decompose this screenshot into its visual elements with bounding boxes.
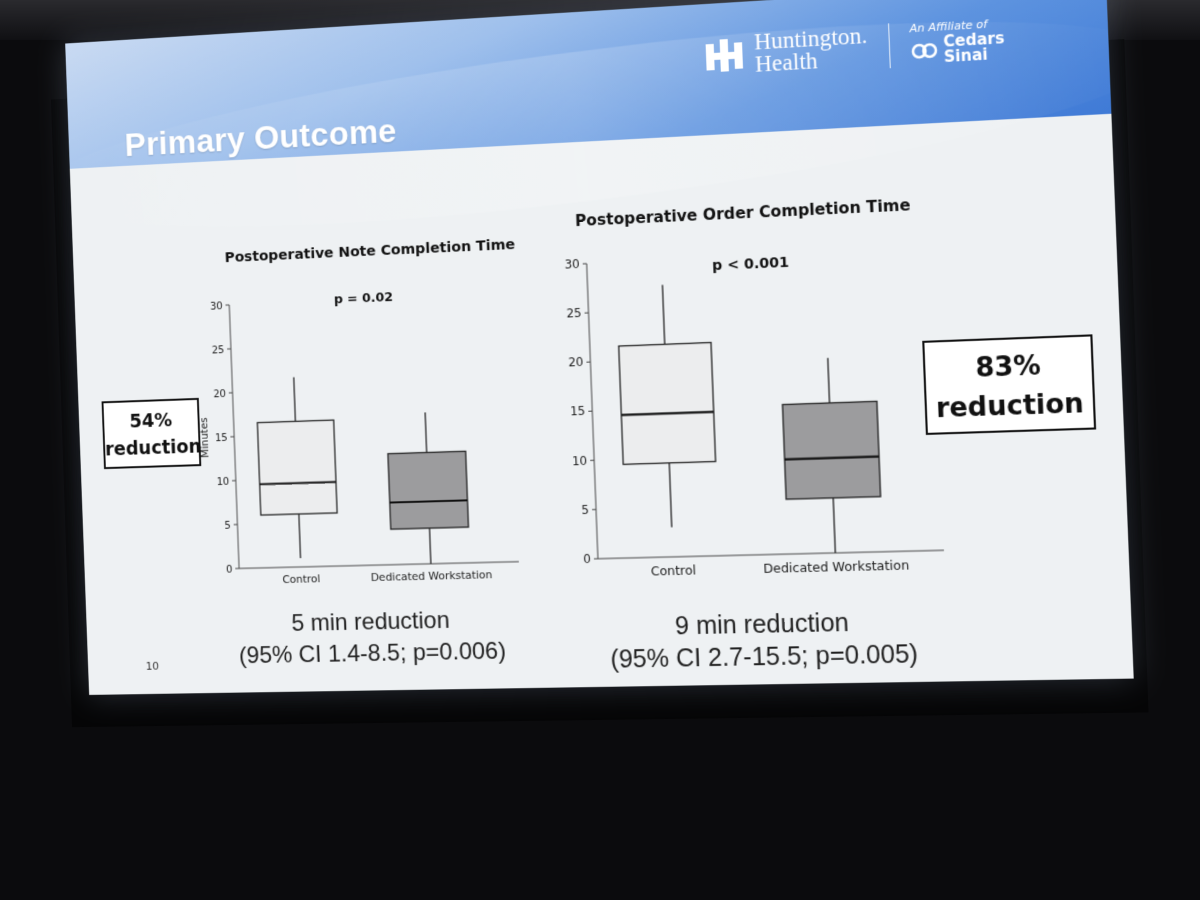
y-tick-label: 0: [583, 552, 591, 566]
y-axis-label: Minutes: [198, 417, 211, 458]
box-iqr: [388, 451, 469, 529]
presentation-slide: Primary Outcome Huntington. Health An Af…: [65, 0, 1134, 695]
y-tick-label: 20: [568, 355, 584, 370]
caption-left-line2: (95% CI 1.4-8.5; p=0.006): [238, 637, 507, 670]
y-tick-label: 20: [213, 388, 226, 400]
y-tick-label: 5: [224, 520, 231, 532]
x-category-label: Control: [282, 573, 320, 587]
whisker-lower: [669, 463, 671, 527]
whisker-lower: [833, 498, 835, 553]
y-tick-label: 5: [581, 502, 589, 517]
caption-right-line2: (95% CI 2.7-15.5; p=0.005): [610, 639, 919, 674]
page-number: 10: [145, 659, 160, 673]
y-tick-label: 30: [210, 300, 223, 312]
callout-left-pct: 54%: [129, 409, 173, 433]
cedars-sinai-logo-icon: [910, 40, 938, 62]
whisker-upper: [294, 377, 296, 421]
callout-right: 83% reduction: [922, 334, 1097, 435]
y-tick-label: 10: [216, 476, 229, 488]
caption-right: 9 min reduction (95% CI 2.7-15.5; p=0.00…: [590, 605, 938, 676]
x-axis-line: [239, 562, 519, 569]
organization-logo: Huntington. Health An Affiliate of Cedar…: [703, 16, 1005, 78]
box-iqr: [782, 401, 880, 499]
y-tick-label: 15: [215, 432, 228, 444]
y-tick-label: 10: [572, 453, 588, 468]
order-completion-boxplot: 0 5 10 15 20 25 30 Control Dedicated Workstation: [564, 257, 976, 579]
whisker-lower: [299, 514, 301, 558]
y-tick-label: 0: [226, 564, 233, 576]
box-iqr: [257, 420, 337, 515]
chart-title-note: Postoperative Note Completion Time: [224, 236, 516, 267]
note-completion-boxplot: 0 5 10 15 20 25 30 Minutes Control Dedicated Work…: [198, 300, 544, 587]
y-tick-label: 15: [570, 404, 586, 419]
x-category-label: Dedicated Workstation: [371, 569, 493, 585]
y-tick-label: 30: [564, 257, 580, 272]
whisker-upper: [828, 358, 830, 403]
huntington-logo-icon: [705, 39, 744, 72]
x-category-label: Control: [651, 563, 697, 578]
chart-title-order: Postoperative Order Completion Time: [574, 196, 911, 231]
callout-right-text: reduction: [935, 388, 1085, 425]
callout-left-text: reduction: [104, 435, 202, 461]
logo-divider: [887, 23, 891, 69]
whisker-upper: [425, 412, 427, 452]
callout-left: 54% reduction: [101, 397, 202, 470]
whisker-lower: [430, 528, 431, 564]
y-tick-label: 25: [566, 306, 582, 321]
box-iqr: [619, 342, 716, 464]
y-tick-label: 25: [212, 344, 225, 356]
whisker-upper: [662, 285, 664, 344]
x-category-label: Dedicated Workstation: [763, 558, 910, 576]
callout-right-pct: 83%: [974, 350, 1042, 385]
caption-left: 5 min reduction (95% CI 1.4-8.5; p=0.006…: [226, 604, 518, 673]
